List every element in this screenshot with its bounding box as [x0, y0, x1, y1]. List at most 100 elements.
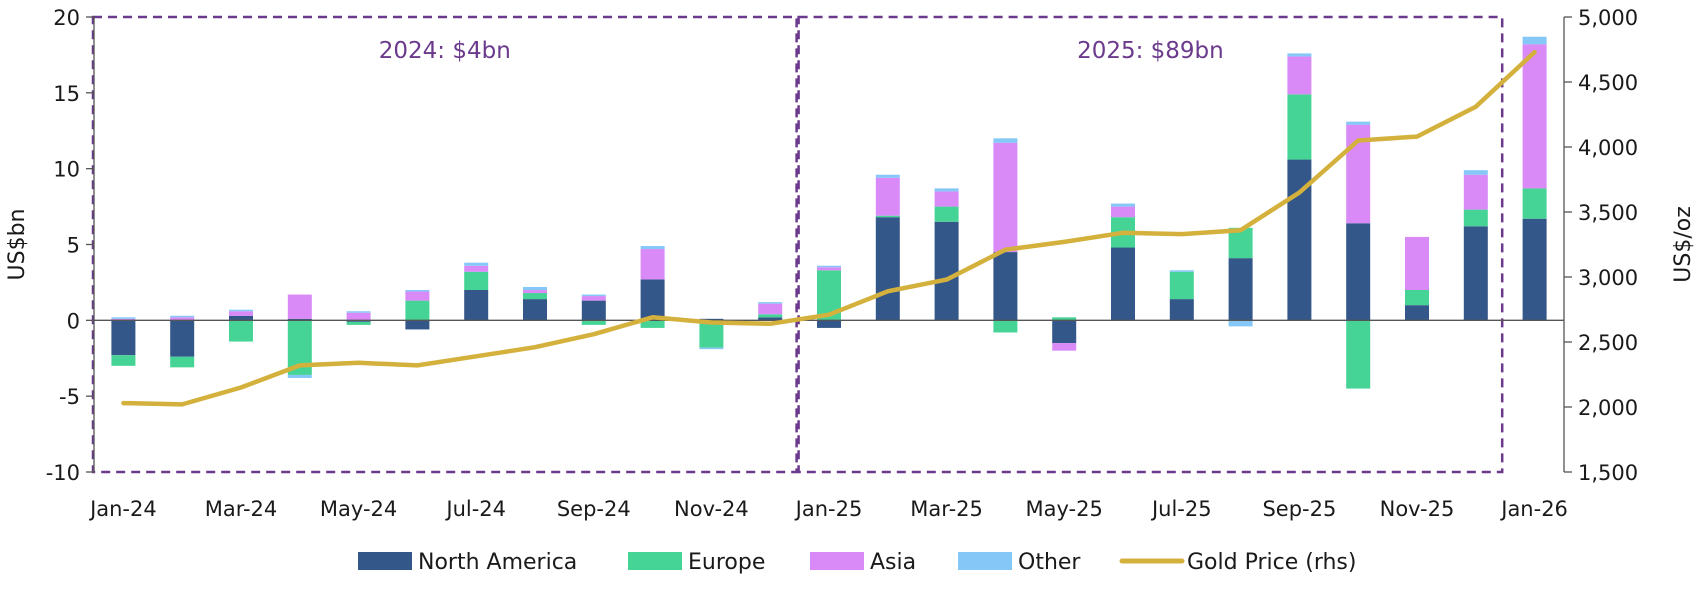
right-tick-label: 5,000: [1578, 6, 1638, 30]
x-tick-label: May-24: [320, 497, 397, 521]
bar-asia-jan-24: [111, 318, 136, 321]
bar-asia-jan-26: [1522, 44, 1547, 189]
annotation-labels: 2024: $4bn 2025: $89bn: [379, 38, 1224, 64]
bar-north-america-aug-24: [523, 299, 547, 321]
bar-other-aug-24: [523, 286, 547, 290]
bar-europe-dec-24: [758, 314, 783, 318]
x-tick-label: May-25: [1026, 497, 1103, 521]
bar-europe-feb-25: [875, 215, 900, 218]
bar-europe-may-24: [346, 321, 371, 325]
bar-europe-jan-26: [1522, 188, 1547, 219]
bar-north-america-dec-25: [1463, 226, 1488, 321]
x-tick-label: Jan-24: [88, 497, 157, 521]
bar-asia-dec-24: [758, 303, 783, 315]
bar-europe-may-25: [1052, 317, 1077, 321]
bar-other-jan-25: [817, 265, 841, 268]
right-tick-label: 1,500: [1578, 461, 1638, 485]
bar-other-dec-25: [1463, 170, 1488, 175]
left-tick-label: 5: [67, 234, 80, 258]
right-tick-label: 4,500: [1578, 71, 1638, 95]
bar-other-mar-25: [934, 188, 959, 192]
y-right-axis-title: US$/oz: [1671, 206, 1696, 282]
x-tick-label: Mar-24: [205, 497, 278, 521]
bar-asia-mar-25: [934, 191, 959, 207]
bar-other-sep-24: [581, 294, 606, 297]
bar-other-feb-25: [875, 174, 900, 178]
bar-north-america-nov-25: [1405, 305, 1429, 321]
bar-asia-sep-25: [1287, 56, 1312, 95]
x-tick-label: Mar-25: [910, 497, 983, 521]
bar-europe-aug-24: [523, 293, 547, 300]
bar-north-america-sep-24: [581, 300, 606, 321]
bar-europe-jul-25: [1169, 271, 1194, 300]
x-tick-label: Sep-25: [1262, 497, 1336, 521]
bar-asia-nov-25: [1405, 236, 1429, 290]
bar-north-america-jun-24: [405, 320, 430, 330]
legend-label-gold-price-rhs: Gold Price (rhs): [1187, 550, 1356, 575]
bar-north-america-apr-24: [287, 318, 312, 321]
left-tick-label: 10: [53, 158, 80, 182]
bar-asia-dec-25: [1463, 174, 1488, 210]
right-tick-label: 3,500: [1578, 201, 1638, 225]
bar-asia-may-25: [1052, 343, 1077, 351]
left-tick-label: 15: [53, 82, 80, 106]
bar-north-america-jun-25: [1111, 247, 1135, 321]
bar-europe-sep-25: [1287, 94, 1312, 160]
axes: -10 -5 0 5 10 15 20 1,500 2,000 2,500 3,000 3,500 4,…: [5, 6, 1696, 521]
bar-north-america-may-24: [346, 320, 371, 322]
x-tick-label: Jan-26: [1499, 497, 1568, 521]
annotation-box-2: [797, 15, 1504, 474]
bar-north-america-feb-24: [170, 320, 195, 357]
right-tick-label: 3,000: [1578, 266, 1638, 290]
legend-swatch-north-america: [358, 552, 412, 570]
bar-europe-feb-24: [170, 356, 195, 368]
bar-north-america-jan-26: [1522, 218, 1547, 321]
bar-north-america-mar-25: [934, 221, 959, 321]
left-tick-label: 20: [53, 6, 80, 30]
bar-asia-feb-24: [170, 317, 195, 321]
bar-europe-nov-25: [1405, 290, 1429, 306]
right-tick-label: 4,000: [1578, 136, 1638, 160]
x-tick-label: Nov-24: [674, 497, 749, 521]
bar-asia-jan-25: [817, 267, 841, 271]
gold-price-line: [121, 49, 1537, 407]
bar-north-america-oct-24: [640, 279, 665, 321]
annotation-label-2: 2025: $89bn: [1077, 38, 1224, 64]
bar-asia-sep-24: [581, 296, 606, 301]
bar-europe-jun-24: [405, 300, 430, 321]
bar-north-america-nov-24: [699, 318, 724, 321]
left-tick-label: 0: [67, 309, 80, 333]
left-tick-label: -10: [46, 461, 80, 485]
bar-other-jun-25: [1111, 203, 1135, 207]
legend-label-other: Other: [1018, 550, 1081, 575]
bar-europe-oct-24: [640, 320, 665, 328]
bar-europe-sep-24: [581, 320, 606, 325]
legend-label-europe: Europe: [688, 550, 765, 575]
bar-asia-jun-24: [405, 291, 430, 301]
y-left-axis-title: US$bn: [5, 209, 30, 281]
bar-asia-jun-25: [1111, 206, 1135, 218]
bar-europe-mar-24: [229, 320, 253, 342]
bar-north-america-apr-25: [993, 252, 1018, 321]
bar-europe-dec-25: [1463, 209, 1488, 227]
bar-other-oct-25: [1346, 121, 1371, 125]
bar-asia-jul-24: [464, 265, 489, 272]
bar-other-aug-25: [1228, 320, 1253, 327]
bar-north-america-jul-25: [1169, 299, 1194, 321]
bar-north-america-mar-24: [229, 315, 253, 321]
x-tick-label: Jul-25: [1150, 497, 1212, 521]
bar-europe-jan-24: [111, 355, 136, 366]
bar-asia-feb-25: [875, 177, 900, 216]
bar-north-america-jan-25: [817, 320, 841, 328]
legend-swatch-other: [958, 552, 1012, 570]
bar-north-america-jan-24: [111, 320, 136, 356]
left-tick-label: -5: [59, 385, 80, 409]
bar-north-america-feb-25: [875, 217, 900, 321]
bar-other-jan-24: [111, 317, 136, 319]
bar-other-may-24: [346, 311, 371, 313]
bar-north-america-may-25: [1052, 320, 1077, 344]
bar-other-jun-24: [405, 290, 430, 292]
bar-other-nov-24: [699, 347, 724, 350]
bar-other-jul-24: [464, 262, 489, 266]
